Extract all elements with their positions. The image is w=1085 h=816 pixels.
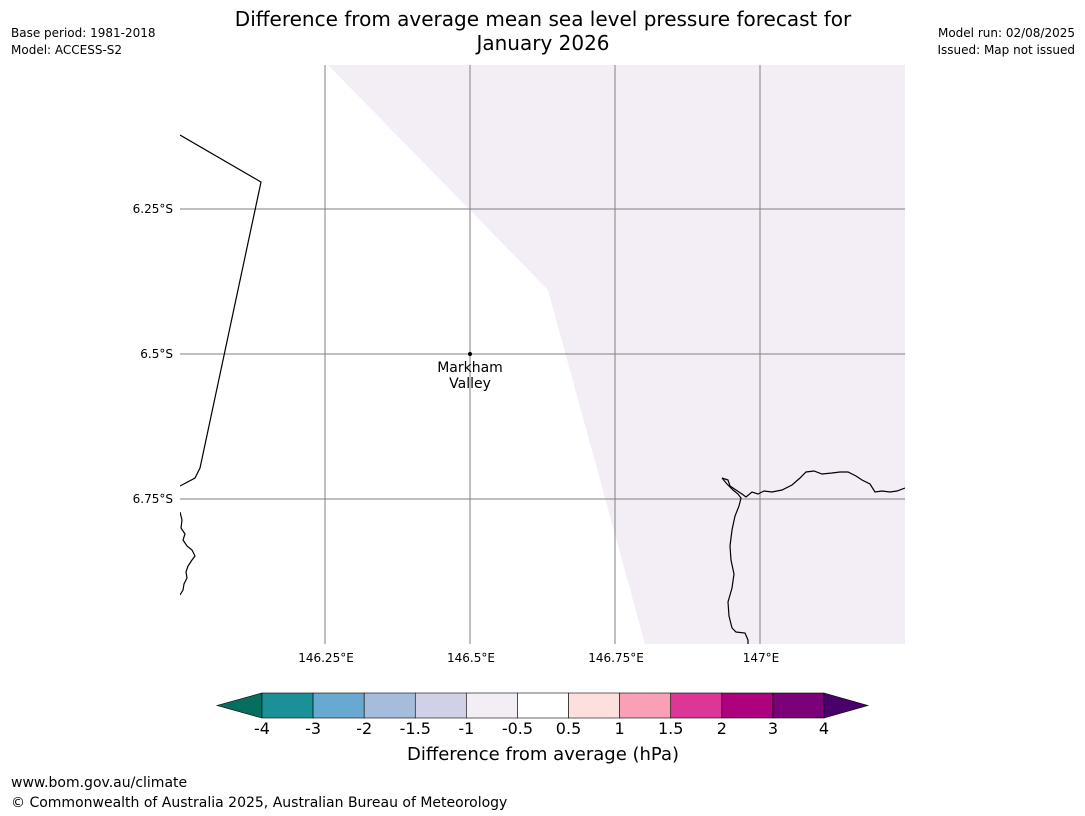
colorbar-segment bbox=[312, 692, 365, 719]
longitude-label-146-5: 146.5°E bbox=[447, 651, 495, 665]
colorbar-tick-label: 3 bbox=[767, 719, 778, 738]
colorbar-tick-label: 4 bbox=[818, 719, 830, 738]
model-run-text: Model run: 02/08/2025 bbox=[937, 26, 1075, 40]
longitude-label-146-25: 146.25°E bbox=[298, 651, 354, 665]
title-line-2: January 2026 bbox=[476, 31, 610, 55]
issued-text: Issued: Map not issued bbox=[937, 43, 1075, 57]
latitude-label-6-75: 6.75°S bbox=[132, 492, 173, 506]
colorbar-tick-label: 0.5 bbox=[555, 719, 582, 738]
colorbar-tick-label: 2 bbox=[716, 719, 727, 738]
colorbar-segment bbox=[772, 692, 825, 719]
colorbar-segment bbox=[261, 692, 314, 719]
footer-url: www.bom.gov.au/climate bbox=[11, 775, 188, 791]
border-line-west bbox=[180, 134, 262, 487]
colorbar-segment bbox=[414, 692, 467, 719]
colorbar-extend-low bbox=[215, 692, 263, 719]
model-text: Model: ACCESS-S2 bbox=[11, 43, 123, 57]
map-title: Difference from average mean sea level p… bbox=[143, 7, 943, 55]
colorbar-tick-label: -0.5 bbox=[501, 719, 534, 738]
colorbar-tick-label: 1 bbox=[614, 719, 625, 738]
colorbar-title: Difference from average (hPa) bbox=[406, 744, 680, 765]
place-label: Markham Valley bbox=[437, 360, 503, 392]
colorbar-segment bbox=[619, 692, 672, 719]
colorbar-tick-label: -4 bbox=[254, 719, 270, 738]
colorbar-segment bbox=[670, 692, 723, 719]
colorbar-tick-label: -3 bbox=[305, 719, 322, 738]
place-label-line-2: Valley bbox=[449, 376, 491, 392]
latitude-label-6-25: 6.25°S bbox=[132, 202, 173, 216]
place-label-line-1: Markham bbox=[437, 360, 503, 376]
colorbar-segment bbox=[568, 692, 620, 719]
colorbar-extend-high bbox=[823, 692, 870, 719]
coastlines bbox=[180, 134, 905, 644]
metadata-left: Base period: 1981-2018 Model: ACCESS-S2 bbox=[11, 25, 156, 59]
place-marker-dot bbox=[468, 352, 472, 356]
colorbar-segment bbox=[517, 692, 569, 719]
river-coast-southeast bbox=[721, 477, 749, 644]
colorbar-tick-label: -1.5 bbox=[399, 719, 431, 738]
gridlines bbox=[180, 65, 905, 644]
title-line-1: Difference from average mean sea level p… bbox=[234, 7, 852, 31]
footer-copyright: © Commonwealth of Australia 2025, Austra… bbox=[11, 795, 508, 811]
coastline-southeast bbox=[721, 470, 905, 498]
colorbar-segment bbox=[363, 692, 416, 719]
colorbar-tick-label: -1 bbox=[458, 719, 475, 738]
latitude-label-6-5: 6.5°S bbox=[140, 347, 173, 361]
colorbar-segment bbox=[721, 692, 774, 719]
colorbar-tick-label: 1.5 bbox=[657, 719, 684, 738]
longitude-label-147: 147°E bbox=[742, 651, 780, 665]
base-period-text: Base period: 1981-2018 bbox=[11, 26, 156, 40]
colorbar-segment bbox=[466, 692, 518, 719]
metadata-right: Model run: 02/08/2025 Issued: Map not is… bbox=[937, 25, 1075, 59]
longitude-label-146-75: 146.75°E bbox=[588, 651, 644, 665]
coastline-southwest bbox=[180, 511, 196, 596]
colorbar-tick-label: -2 bbox=[356, 719, 373, 738]
